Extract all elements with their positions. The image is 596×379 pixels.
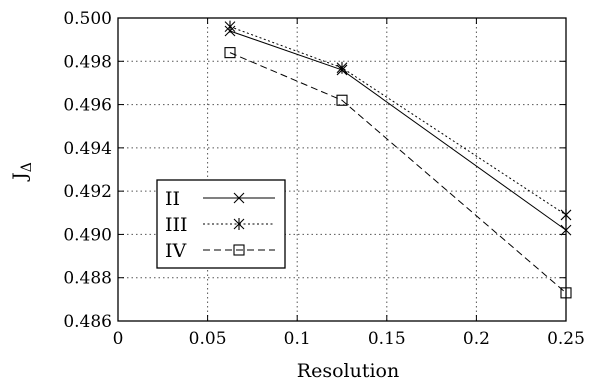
y-axis-label-subscript: Δ (19, 162, 35, 172)
data-point (336, 61, 348, 74)
legend-item-iii: III (165, 214, 275, 236)
legend-label: III (165, 214, 188, 236)
series-group (224, 20, 572, 299)
data-point (224, 20, 236, 33)
y-tick-label: 0.500 (63, 9, 112, 29)
legend-marker (233, 244, 245, 256)
series-iii (224, 20, 572, 221)
y-tick-label: 0.496 (63, 96, 112, 116)
y-tick-label: 0.494 (63, 139, 112, 159)
x-tick-label: 0.2 (463, 329, 490, 349)
y-tick-label: 0.492 (63, 182, 112, 202)
series-line (229, 52, 567, 294)
data-point (336, 94, 348, 106)
y-tick-label: 0.490 (63, 225, 112, 245)
data-point (560, 224, 572, 236)
y-tick-label: 0.486 (63, 312, 112, 332)
y-axis-label-main: J (9, 172, 31, 182)
data-point (560, 208, 572, 221)
y-axis-label: JΔ (9, 162, 35, 182)
axes: 0 0.05 0.1 0.15 0.2 0.25 0.486 0.488 0.490 0.492 0… (63, 9, 585, 349)
legend-item-iv: IV (165, 240, 275, 262)
legend-label: II (165, 188, 180, 210)
plot-frame (117, 17, 567, 322)
legend-label: IV (165, 240, 187, 262)
x-tick-label: 0.25 (547, 329, 585, 349)
series-iv (224, 47, 572, 299)
x-tick-label: 0.05 (189, 329, 227, 349)
x-tick-label: 0.15 (368, 329, 406, 349)
x-tick-label: 0.1 (284, 329, 311, 349)
x-tick-label: 0 (113, 329, 124, 349)
legend-item-ii: II (165, 188, 275, 210)
legend-marker (233, 218, 245, 230)
series-line (229, 26, 567, 216)
y-tick-label: 0.498 (63, 52, 112, 72)
grid (118, 18, 566, 321)
data-point (224, 47, 236, 59)
legend-marker (233, 192, 245, 204)
y-tick-label: 0.488 (63, 269, 112, 289)
data-point (560, 287, 572, 299)
x-axis-label: Resolution (297, 360, 399, 379)
